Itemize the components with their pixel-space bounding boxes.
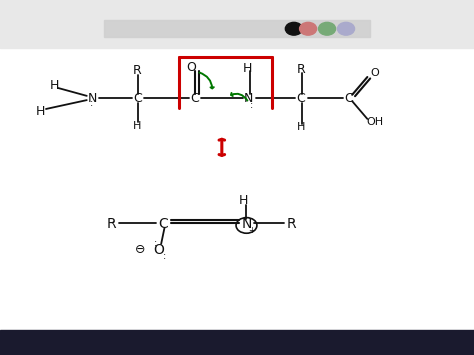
Text: O: O bbox=[186, 61, 196, 74]
Bar bbox=[0, 330, 474, 355]
Text: O: O bbox=[154, 243, 164, 257]
Text: C: C bbox=[190, 92, 199, 105]
Text: H: H bbox=[238, 194, 248, 207]
Text: +: + bbox=[248, 225, 255, 235]
Text: :: : bbox=[154, 238, 157, 248]
Text: H: H bbox=[133, 121, 142, 131]
Text: :: : bbox=[164, 251, 166, 261]
Text: N: N bbox=[88, 92, 97, 105]
Text: C: C bbox=[344, 92, 353, 105]
Text: :: : bbox=[250, 100, 253, 110]
Text: C: C bbox=[159, 217, 168, 231]
Text: R: R bbox=[133, 65, 142, 77]
Circle shape bbox=[285, 22, 302, 35]
Bar bbox=[104, 20, 370, 37]
Text: OH: OH bbox=[366, 118, 383, 127]
Text: C: C bbox=[297, 92, 305, 105]
Text: N: N bbox=[244, 92, 254, 105]
Text: :: : bbox=[90, 98, 92, 108]
Text: H: H bbox=[297, 122, 305, 132]
Text: R: R bbox=[107, 217, 116, 231]
Text: O: O bbox=[370, 69, 379, 78]
Text: R: R bbox=[287, 217, 296, 231]
Bar bbox=[0, 0, 474, 48]
Circle shape bbox=[337, 22, 355, 35]
Text: ⊖: ⊖ bbox=[135, 243, 145, 256]
Text: H: H bbox=[36, 105, 45, 118]
Text: H: H bbox=[242, 62, 252, 75]
Text: C: C bbox=[133, 92, 142, 105]
Text: R: R bbox=[297, 63, 305, 76]
Text: N: N bbox=[241, 217, 252, 231]
Circle shape bbox=[319, 22, 336, 35]
Text: H: H bbox=[50, 79, 59, 92]
Circle shape bbox=[300, 22, 317, 35]
